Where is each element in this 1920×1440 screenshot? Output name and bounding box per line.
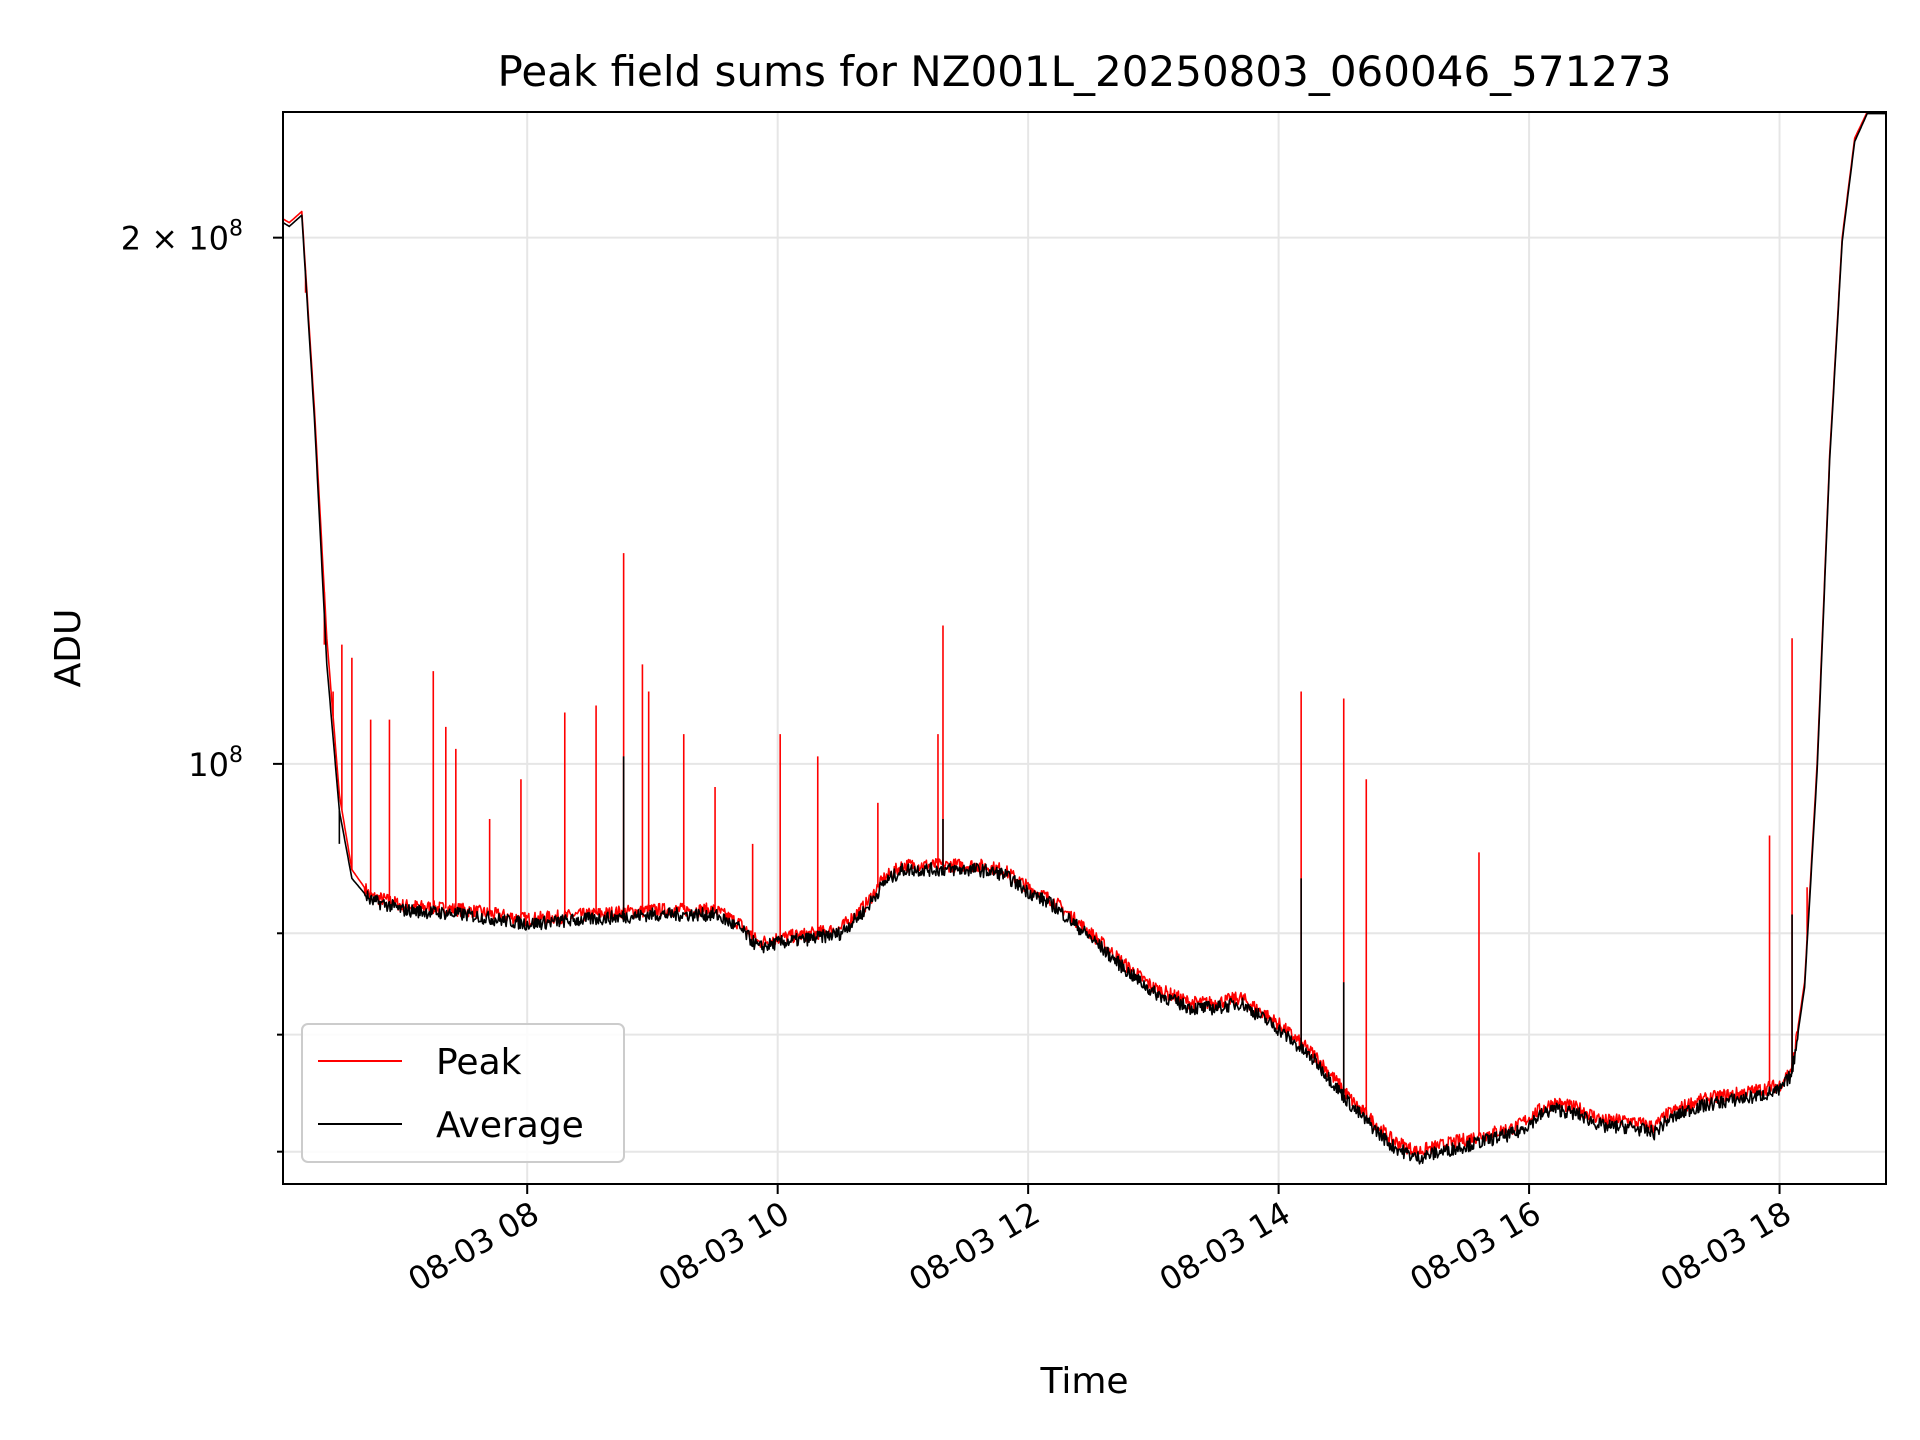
legend-box [301,1023,625,1163]
y-tick-label: 108 [188,743,243,784]
series-line-average [283,112,1886,1165]
y-tick-label-exponent: 8 [229,217,243,242]
legend-label-peak: Peak [436,1042,522,1083]
grid [283,112,1886,1184]
y-tick-label: 2 × 108 [121,217,243,258]
legend: Peak Average [301,1023,625,1163]
y-tick-label-base: 10 [188,746,229,784]
x-axis-title: Time [1039,1361,1128,1402]
series-average [283,112,1886,1165]
y-tick-label-base: 2 × 10 [121,220,229,258]
legend-label-average: Average [436,1105,584,1146]
plot-series [283,112,1886,1165]
y-tick-label-exponent: 8 [229,743,243,768]
y-axis-title: ADU [48,609,89,688]
plot-frame [282,111,1887,1185]
chart-title: Peak field sums for NZ001L_20250803_0600… [498,47,1672,96]
